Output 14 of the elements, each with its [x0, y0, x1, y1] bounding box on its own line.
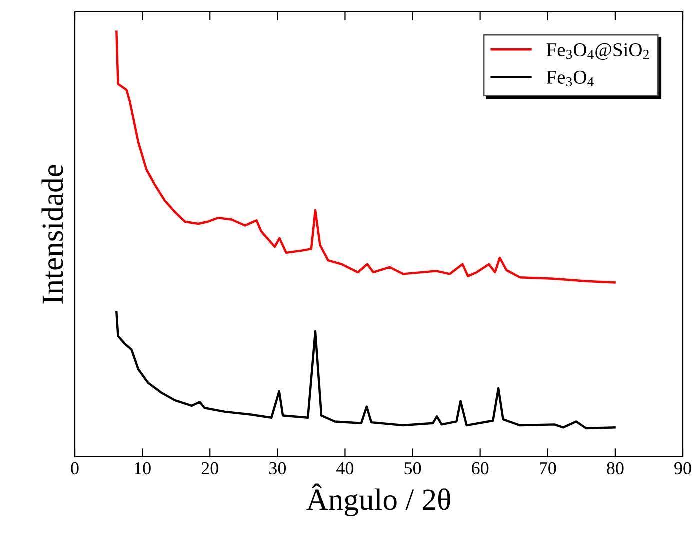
x-tick-label: 80 [607, 462, 624, 475]
legend-label: Fe$_{3}$O$_{4}$ [546, 70, 594, 87]
x-tick-label: 20 [202, 462, 218, 475]
x-tick-label: 0 [71, 462, 79, 475]
y-axis-title: Intensidade [42, 165, 64, 304]
x-axis-title: Ângulo / 2θ [306, 484, 450, 517]
x-tick-label: 90 [674, 462, 692, 475]
x-tick-label: 10 [135, 462, 151, 475]
x-tick-label: 50 [404, 462, 422, 475]
x-tick-label: 30 [270, 462, 286, 475]
x-tick-label: 70 [540, 462, 556, 475]
legend-label: Fe$_{3}$O$_{4}$@SiO$_{2}$ [546, 43, 649, 60]
x-tick-label: 60 [472, 462, 489, 475]
x-tick-label: 40 [336, 462, 354, 475]
